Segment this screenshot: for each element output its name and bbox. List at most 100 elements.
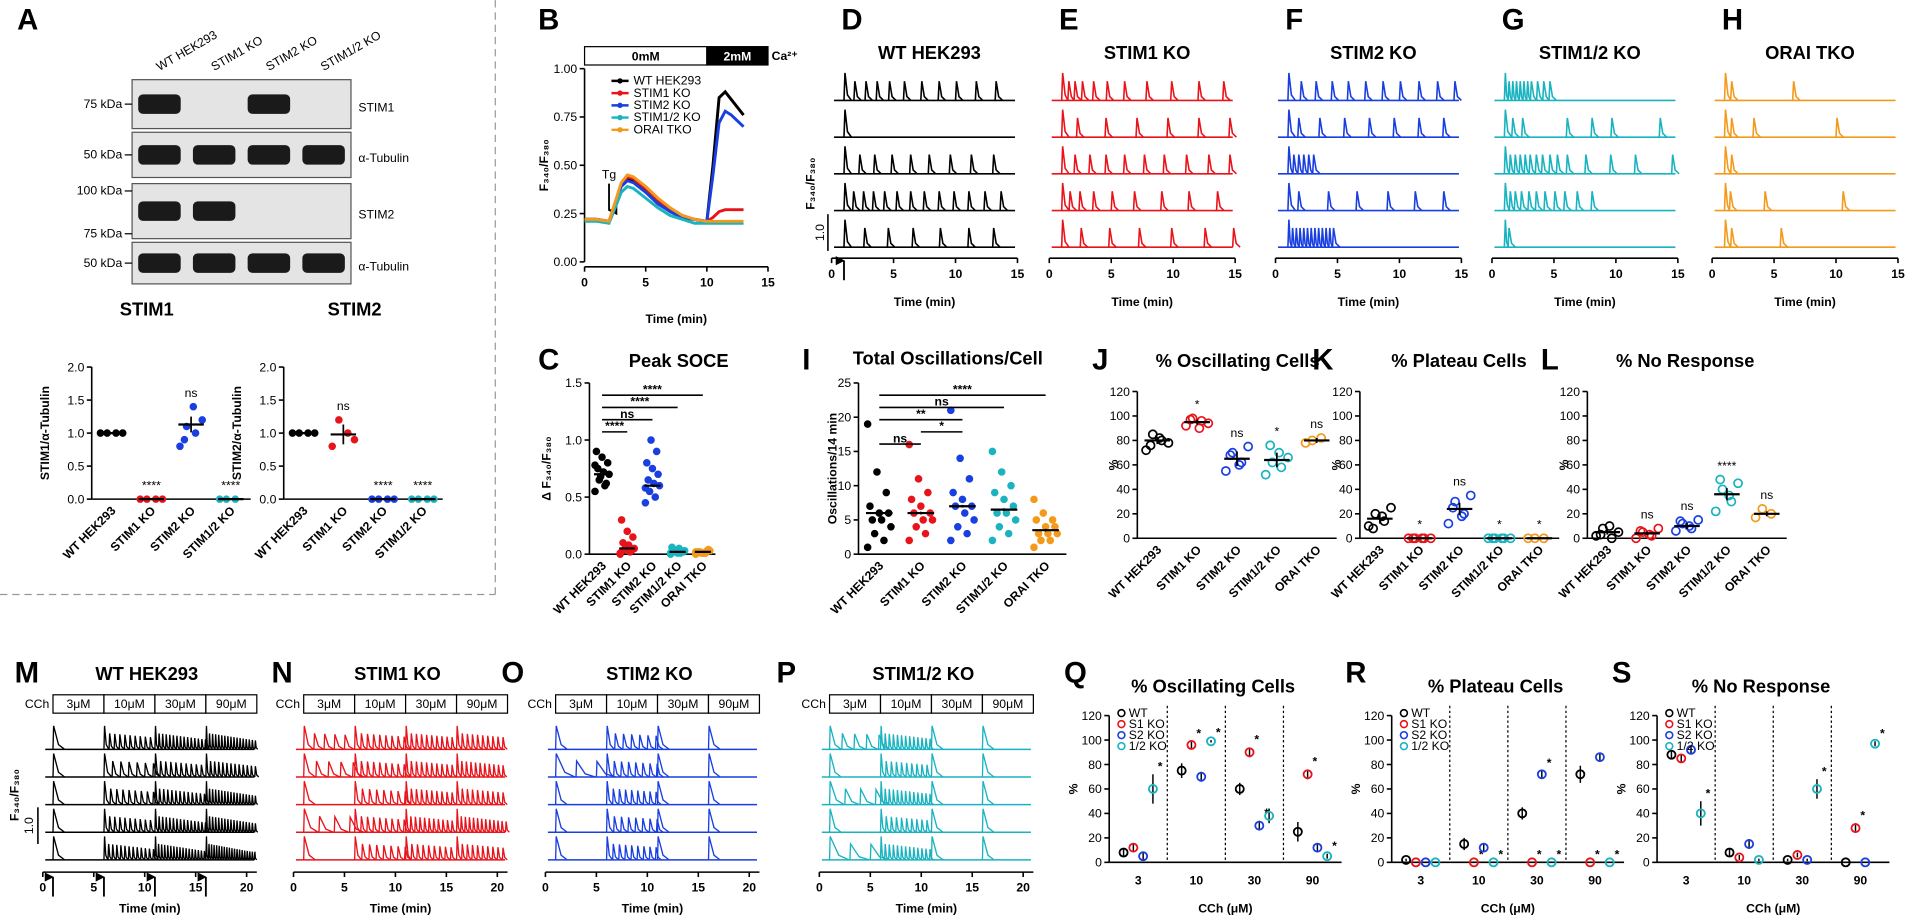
x-axis-label: Time (min) [622, 901, 684, 915]
panel-title: STIM1 [120, 299, 174, 320]
legend-marker [1665, 741, 1674, 751]
calcium-spike [1503, 109, 1513, 138]
solution-bar [706, 46, 769, 66]
data-point [1670, 526, 1681, 536]
calcium-trace [205, 781, 259, 806]
y-tick-label: 100 [1110, 409, 1131, 423]
calcium-trace [828, 753, 842, 778]
band [302, 94, 344, 114]
data-point [1037, 536, 1045, 545]
data-point [953, 522, 962, 531]
x-tick-label: 15 [1228, 267, 1242, 281]
calcium-spike [858, 154, 867, 175]
calcium-spike [1060, 219, 1070, 248]
data-point [963, 529, 971, 538]
calcium-spike [1728, 191, 1738, 212]
legend-label: WT [1677, 706, 1697, 720]
data-point [1527, 857, 1537, 868]
x-tick-label: 10 [389, 881, 403, 895]
data-point [914, 475, 923, 483]
band [248, 201, 290, 221]
calcium-spike [1386, 191, 1396, 212]
step-label: 3μM [569, 697, 593, 711]
y-tick-label: 2.0 [259, 360, 276, 374]
significance: ns [337, 399, 350, 413]
calcium-spike [1633, 154, 1643, 175]
data-point [870, 529, 879, 538]
x-tick-label: WT HEK293 [60, 503, 119, 562]
data-point [1870, 738, 1881, 749]
significance: * [1537, 517, 1542, 531]
calcium-spike [861, 191, 871, 212]
calcium-spike [1137, 227, 1147, 248]
calcium-spike [1160, 191, 1169, 212]
data-point [1724, 490, 1735, 501]
calcium-trace [303, 780, 316, 806]
x-tick-label: 90 [1854, 873, 1868, 887]
calcium-spike [1729, 154, 1739, 175]
band [247, 145, 291, 165]
y-tick-label: 20 [838, 410, 852, 424]
calcium-spike [1292, 154, 1299, 175]
legend-marker [1117, 730, 1126, 740]
calcium-spike [952, 191, 962, 212]
calcium-spike [1060, 72, 1069, 101]
data-point [863, 420, 872, 428]
data-point [1443, 518, 1454, 529]
calcium-spike [1392, 117, 1402, 138]
legend-marker [1399, 741, 1409, 751]
calcium-spike [1132, 191, 1142, 212]
calcium-spike [1565, 117, 1575, 138]
calcium-spike [895, 191, 905, 212]
calcium-spike [1311, 154, 1321, 175]
calcium-spike [1309, 227, 1315, 248]
panel-title: STIM1 KO [1104, 42, 1191, 63]
significance: * [1254, 733, 1259, 747]
agonist-label: CCh [276, 697, 300, 711]
calcium-trace [353, 781, 412, 806]
calcium-trace [154, 836, 208, 861]
panel-label: R [1345, 657, 1366, 690]
calcium-spike [1104, 154, 1114, 175]
calcium-spike [1511, 117, 1520, 138]
calcium-spike [890, 154, 900, 175]
y-tick-label: 1.0 [67, 426, 84, 440]
data-point [1145, 440, 1156, 451]
calcium-spike [1203, 227, 1213, 248]
calcium-trace [828, 725, 891, 750]
legend-label: STIM1/2 KO [633, 110, 700, 124]
data-point [1377, 511, 1387, 522]
data-point [877, 516, 886, 524]
band [302, 201, 344, 221]
significance: ns [185, 386, 198, 400]
y-tick-label: 80 [1088, 758, 1102, 772]
data-point [1430, 857, 1441, 868]
row-label: α-Tubulin [358, 259, 409, 273]
data-point [1488, 857, 1499, 868]
calcium-spike [1060, 182, 1070, 211]
y-tick-label: 0.25 [553, 207, 577, 221]
calcium-spike [1162, 154, 1172, 175]
y-tick-label: 120 [1560, 385, 1581, 399]
calcium-spike [1508, 191, 1515, 211]
significance: * [1195, 398, 1200, 412]
calcium-trace [353, 725, 410, 750]
y-tick-label: 1.0 [565, 433, 582, 447]
calcium-spike [1723, 109, 1732, 138]
data-point [947, 536, 955, 545]
legend-label: WT HEK293 [633, 74, 701, 88]
data-point [1666, 749, 1677, 760]
comparison-label: **** [630, 395, 649, 409]
data-point [1715, 474, 1726, 485]
calcium-spike [1068, 191, 1078, 212]
legend-marker [1399, 719, 1409, 729]
data-point [995, 522, 1004, 531]
data-point [1653, 523, 1664, 534]
data-point [1128, 842, 1139, 853]
y-tick-label: 100 [1629, 733, 1650, 747]
calcium-spike [1091, 191, 1101, 212]
calcium-spike [1503, 146, 1511, 175]
calcium-spike [843, 219, 853, 248]
band [302, 145, 345, 165]
x-axis-label: Time (min) [645, 312, 707, 326]
